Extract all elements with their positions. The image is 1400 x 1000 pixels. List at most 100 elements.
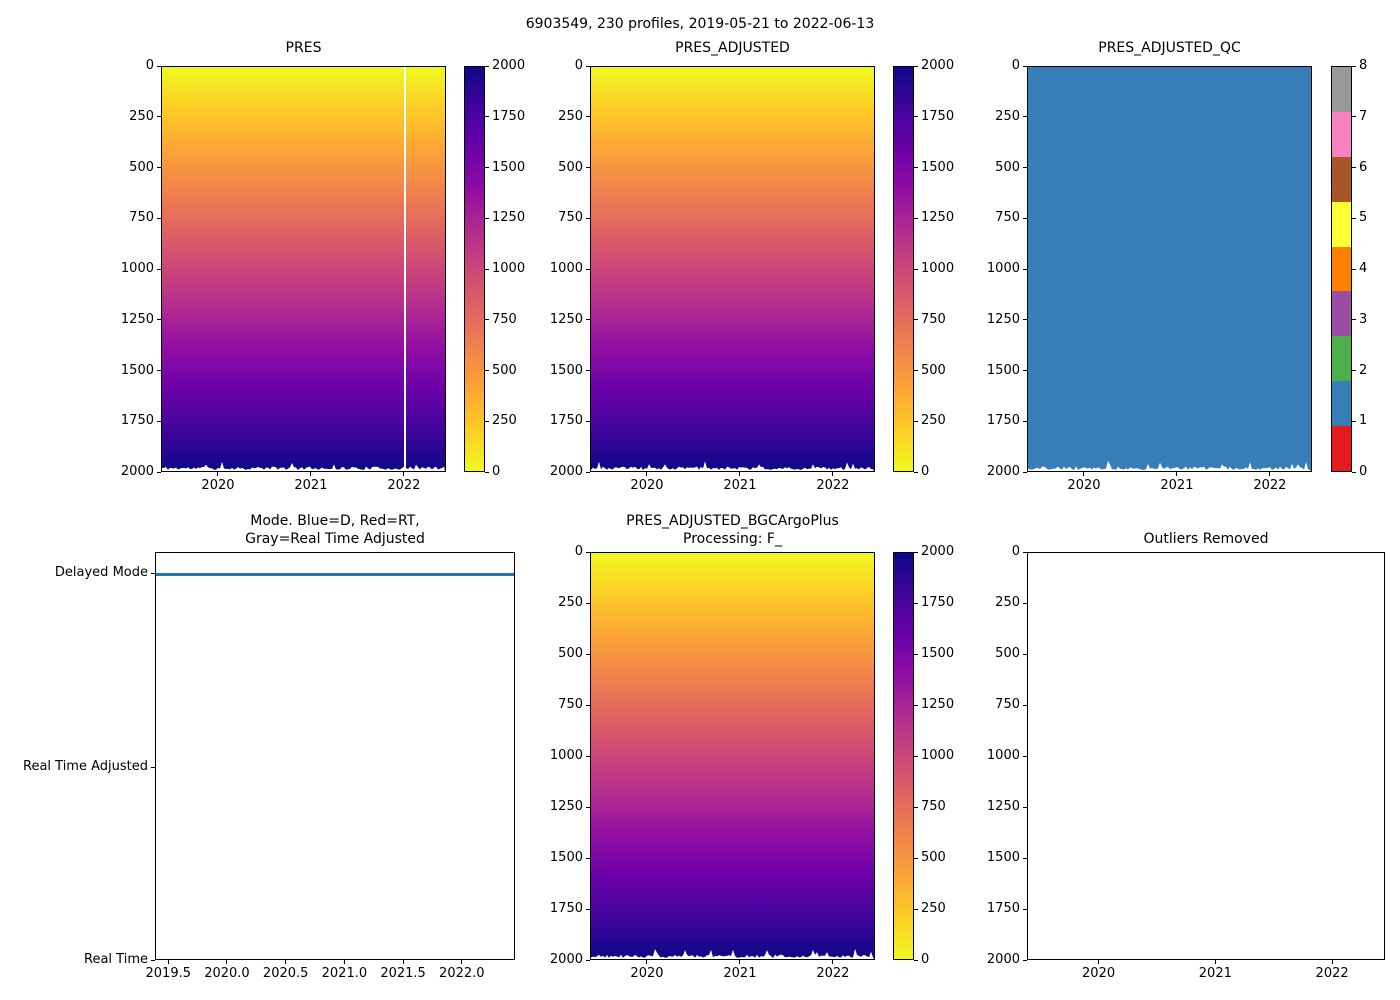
pres_adjusted-colorbar-tick-label: 0 (921, 464, 930, 479)
outliers-y-tick (1023, 908, 1027, 910)
outliers-y-tick (1023, 551, 1027, 553)
outliers-x-tick-label: 2022 (1315, 966, 1349, 981)
pres_adjusted-x-tick (832, 472, 834, 476)
qc-colorbar-segment-7 (1332, 111, 1351, 157)
bgc-colorbar-tick (914, 959, 918, 961)
pres_adjusted-colorbar-tick-label: 2000 (921, 58, 955, 73)
qc-y-tick-label: 1500 (986, 362, 1020, 378)
missing-profile-gap (404, 67, 406, 471)
qc-colorbar-segment-8 (1332, 66, 1351, 112)
bgc-y-tick (586, 908, 590, 910)
bgc-colorbar-tick-label: 250 (921, 901, 946, 916)
outliers-x-tick (1098, 960, 1100, 964)
pres-x-tick (217, 472, 219, 476)
outliers-x-tick-label: 2020 (1082, 966, 1116, 981)
pres-y-tick (157, 319, 161, 321)
pres_adjusted-colorbar-tick-label: 1500 (921, 159, 955, 175)
qc-colorbar-tick-label: 5 (1359, 210, 1368, 226)
qc-y-tick (1023, 116, 1027, 118)
bgc-y-tick-label: 1000 (549, 748, 583, 763)
qc-colorbar-tick (1352, 370, 1356, 371)
bgc-colorbar-tick (914, 602, 918, 604)
bgc-y-tick-label: 2000 (549, 952, 583, 967)
outliers-y-tick-label: 250 (995, 595, 1020, 610)
qc-y-tick (1023, 65, 1027, 67)
outliers-y-tick (1023, 806, 1027, 808)
qc-y-tick-label: 1250 (986, 311, 1020, 327)
bgc-colorbar-tick (914, 806, 918, 808)
pres_adjusted-colorbar-tick (914, 65, 918, 67)
pres-colorbar-tick (485, 268, 489, 270)
mode-x-tick-label: 2020.5 (262, 966, 309, 981)
pres_adjusted-y-tick (586, 319, 590, 321)
mode-plot (155, 552, 515, 960)
bgc-title-line1: PRES_ADJUSTED_BGCArgoPlus (626, 513, 839, 529)
pres-colorbar-tick (485, 370, 489, 371)
outliers-x-tick-label: 2021 (1198, 966, 1232, 981)
pres_adjusted-y-tick-label: 0 (574, 58, 583, 73)
pres_adjusted-x-tick-label: 2021 (723, 478, 757, 493)
outliers-title: Outliers Removed (1143, 531, 1269, 547)
bgc-y-tick-label: 1750 (549, 901, 583, 916)
mode-title-line2: Gray=Real Time Adjusted (245, 531, 425, 547)
qc-x-tick-label: 2022 (1253, 478, 1287, 493)
pres_adjusted-y-tick (586, 167, 590, 168)
pres-adjusted-colorbar (893, 66, 914, 472)
pres-y-tick (157, 370, 161, 371)
pres-y-tick-label: 0 (145, 58, 154, 73)
qc-colorbar-segment-5 (1332, 201, 1351, 247)
pres-colorbar-tick-label: 250 (492, 413, 517, 429)
pres_adjusted-y-tick (586, 370, 590, 371)
mode-y-tick (151, 959, 155, 961)
mode-y-tick-label: Real Time Adjusted (23, 759, 148, 775)
outliers-y-tick-label: 1500 (986, 850, 1020, 865)
outliers-y-tick-label: 0 (1011, 544, 1020, 559)
pres-x-tick (310, 472, 312, 476)
outliers-y-tick (1023, 602, 1027, 604)
qc-y-tick (1023, 420, 1027, 422)
pres-colorbar-tick-label: 750 (492, 311, 517, 327)
pres-y-tick-label: 2000 (120, 464, 154, 479)
bgc-colorbar-tick (914, 551, 918, 553)
pres-y-tick-label: 1750 (120, 413, 154, 429)
pres_adjusted-colorbar-tick (914, 319, 918, 321)
pres-colorbar-tick-label: 0 (492, 464, 501, 479)
qc-colorbar-segment-1 (1332, 381, 1351, 427)
outliers-y-tick-label: 1000 (986, 748, 1020, 763)
bgc-heatmap (590, 552, 875, 960)
qc-y-tick-label: 1750 (986, 413, 1020, 429)
qc-x-tick (1083, 472, 1085, 476)
pres_adjusted-y-tick-label: 1750 (549, 413, 583, 429)
bgc-x-tick (739, 960, 741, 964)
qc-colorbar-tick (1352, 268, 1356, 270)
pres-colorbar (464, 66, 485, 472)
pres_adjusted-x-tick-label: 2020 (630, 478, 664, 493)
mode-x-tick-label: 2022.0 (439, 966, 485, 981)
pres-colorbar-tick-label: 1250 (492, 210, 526, 226)
qc-colorbar-tick-label: 8 (1359, 58, 1368, 73)
qc-y-tick-label: 250 (995, 108, 1020, 124)
bgc-x-tick (646, 960, 648, 964)
qc-y-tick-label: 1000 (986, 261, 1020, 276)
qc-x-tick-label: 2020 (1067, 478, 1101, 493)
pres-y-tick (157, 116, 161, 118)
mode-x-tick-label: 2021.5 (380, 966, 426, 981)
qc-colorbar-segment-3 (1332, 291, 1351, 337)
qc-colorbar-tick (1352, 167, 1356, 168)
outliers-y-tick-label: 1750 (986, 901, 1020, 916)
bgc-colorbar-tick-label: 500 (921, 850, 946, 865)
pres_adjusted-x-tick (739, 472, 741, 476)
qc-x-tick-label: 2021 (1160, 478, 1194, 493)
qc-colorbar-tick-label: 2 (1359, 362, 1368, 378)
bgc-y-tick (586, 551, 590, 553)
pres_adjusted-y-tick-label: 250 (558, 108, 583, 124)
bgc-y-tick (586, 806, 590, 808)
outliers-y-tick-label: 750 (995, 697, 1020, 712)
bgc-colorbar-tick (914, 755, 918, 757)
outliers-y-tick-label: 1250 (986, 799, 1020, 814)
mode-x-tick (343, 960, 345, 964)
profile-bottom-edge (1028, 460, 1311, 471)
pres-adjusted-title: PRES_ADJUSTED (675, 40, 790, 56)
qc-colorbar-tick (1352, 420, 1356, 422)
pres_adjusted-colorbar-tick (914, 116, 918, 118)
